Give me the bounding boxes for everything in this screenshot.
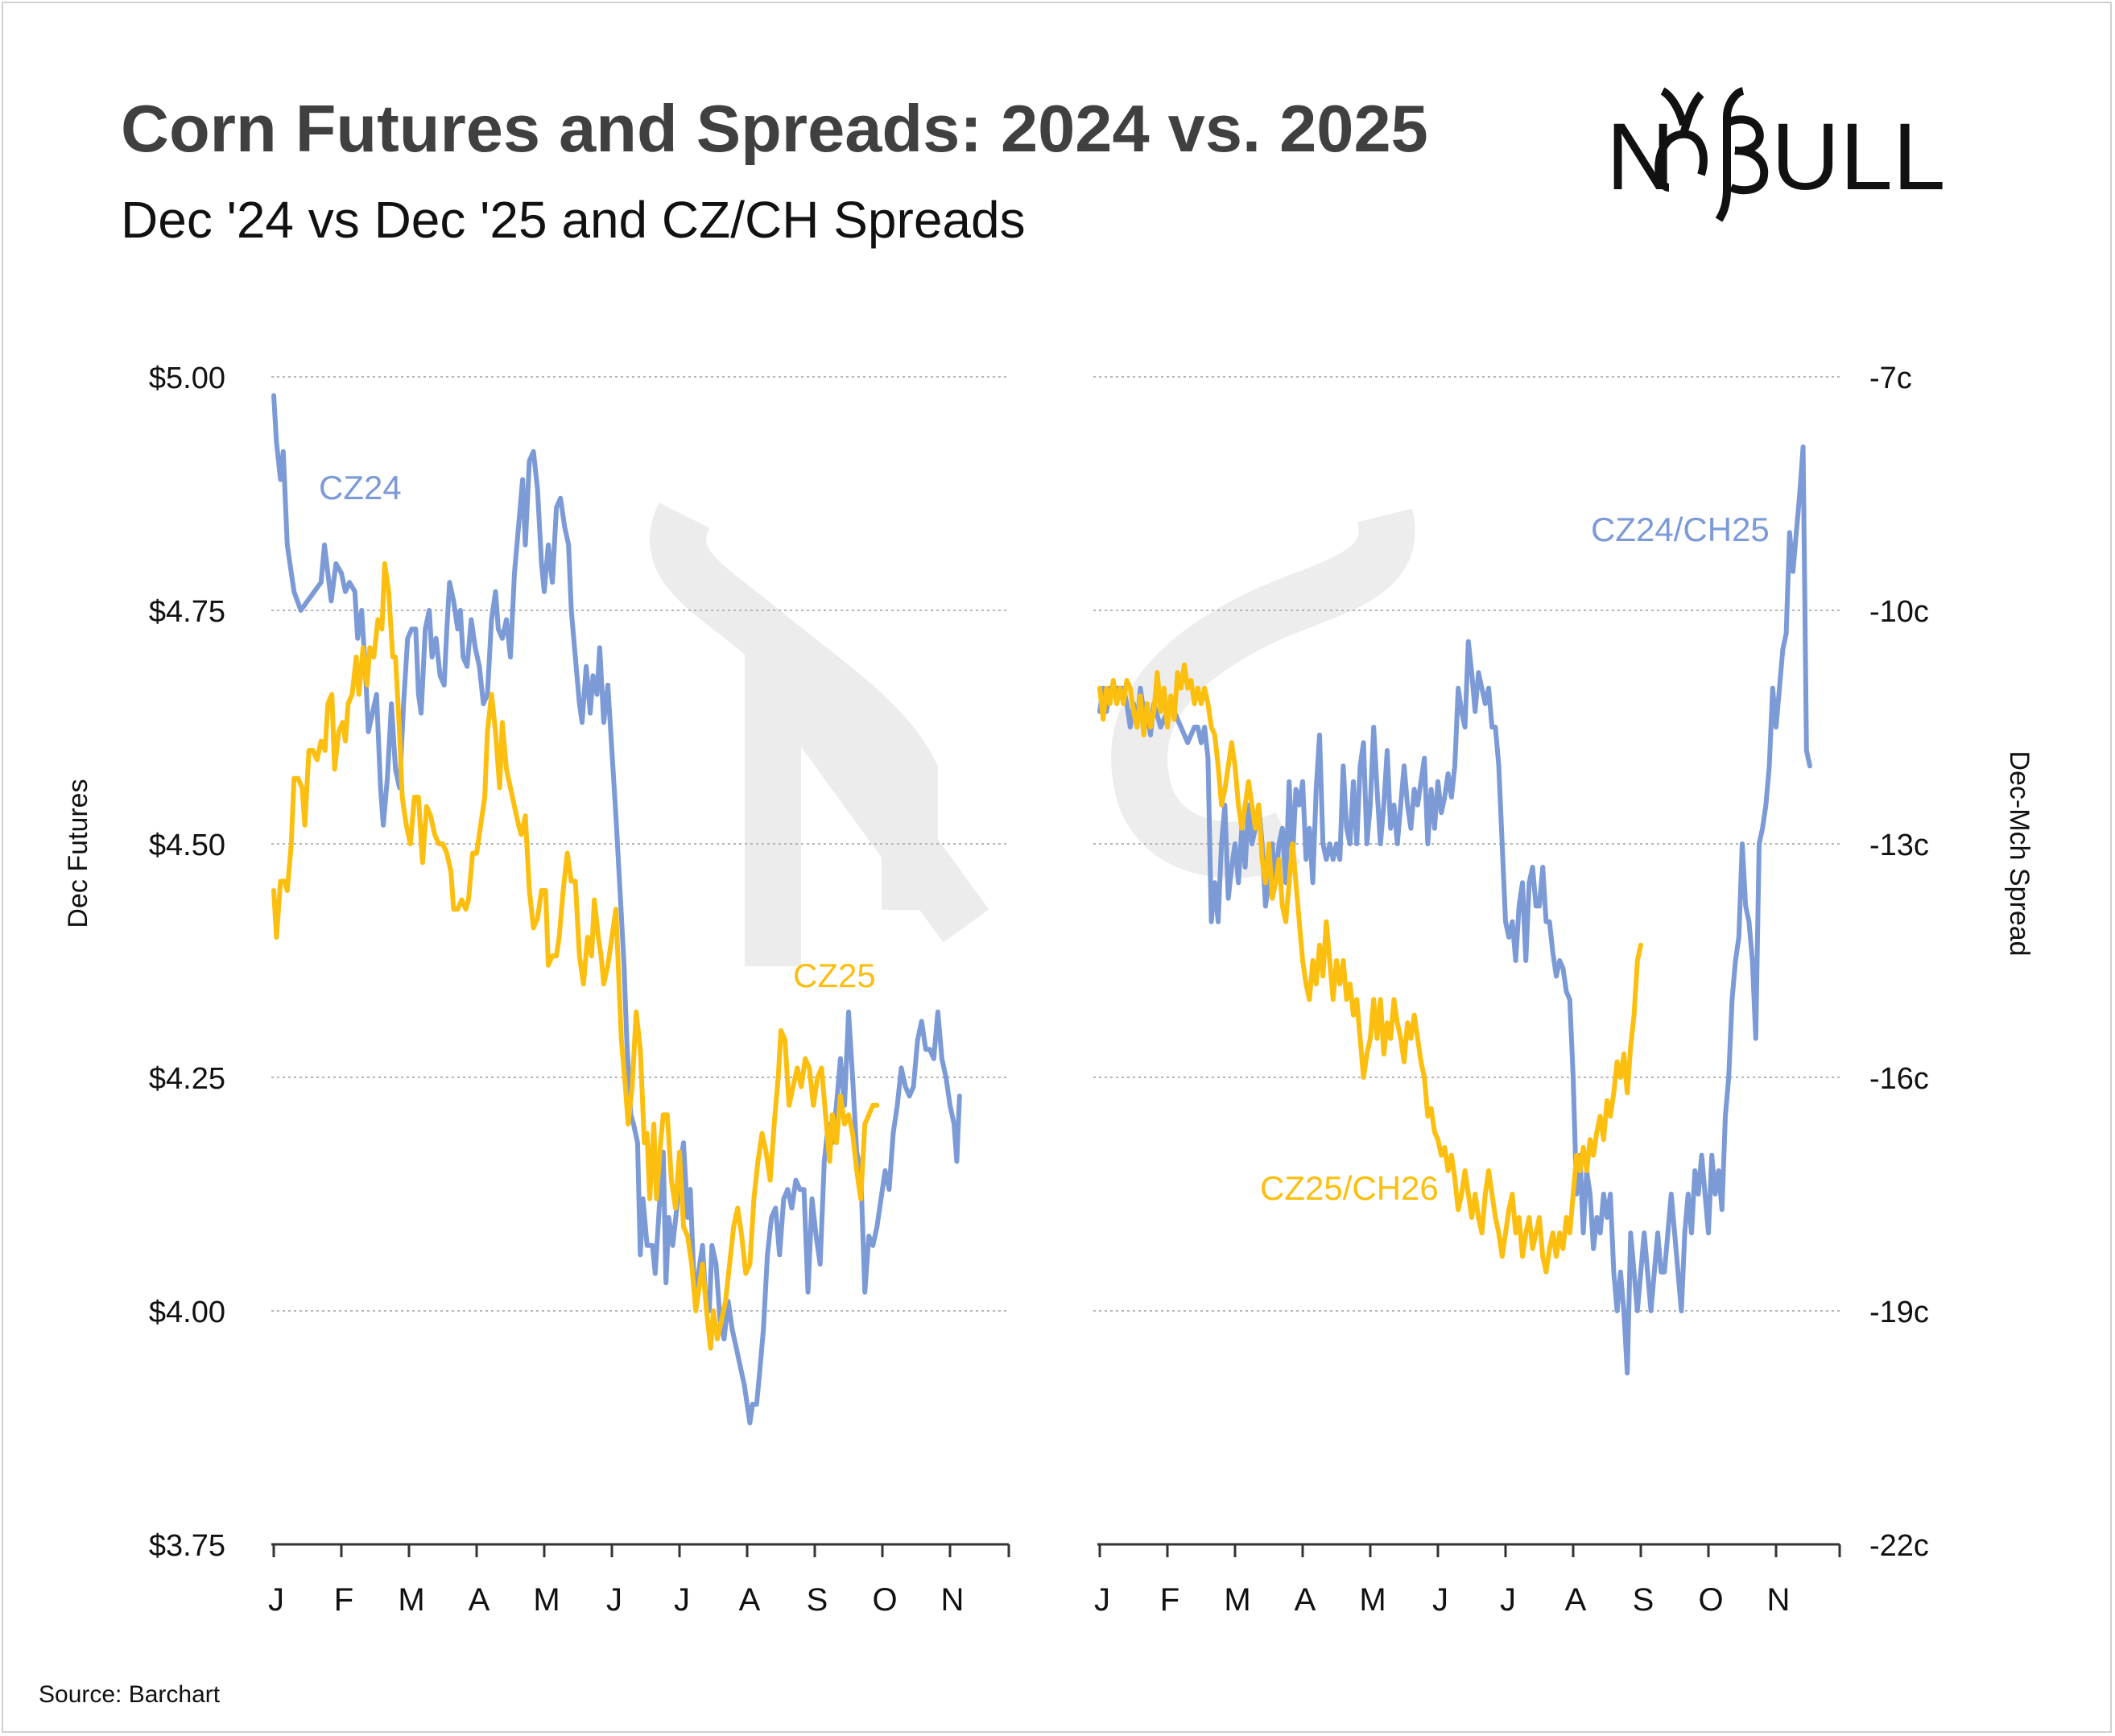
logo-ull: ULL (1771, 104, 1945, 210)
left-x-tick-label: N (941, 1582, 965, 1618)
logo-bull-horns (1654, 87, 1708, 192)
left-y-axis-label: Dec Futures (63, 779, 93, 928)
right-x-tick-label: S (1633, 1582, 1654, 1618)
right-x-tick-label: M (1359, 1582, 1386, 1618)
series-label-cz25: CZ25 (793, 957, 876, 994)
series-label-cz25-ch26: CZ25/CH26 (1260, 1169, 1439, 1207)
chart-title: Corn Futures and Spreads: 2024 vs. 2025 (121, 91, 1428, 166)
left-chart: $5.00 $4.75 $4.50 $4.25 $4.00 $3.75 J F M A M J J A S… (63, 362, 1010, 1618)
right-y-tick-label: -16c (1869, 1062, 1929, 1096)
right-gridlines (1093, 376, 1840, 1312)
left-x-tick-label: O (872, 1582, 897, 1618)
right-x-tick-label: J (1432, 1582, 1448, 1618)
right-y-axis-ticks: -7c -10c -13c -16c -19c -22c (1869, 362, 1929, 1563)
series-label-cz24-ch25: CZ24/CH25 (1591, 510, 1770, 548)
left-x-tick-label: S (807, 1582, 828, 1618)
left-y-tick-label: $4.50 (149, 829, 225, 862)
right-x-tick-label: A (1295, 1582, 1316, 1618)
right-y-tick-label: -7c (1869, 362, 1912, 395)
left-x-tick-label: M (533, 1582, 560, 1618)
right-x-tick-label: F (1160, 1582, 1179, 1618)
left-y-tick-label: $4.25 (149, 1062, 225, 1096)
series-line-cz25-ch26 (1097, 662, 1643, 1275)
right-x-tick-label: J (1094, 1582, 1110, 1618)
left-series-lines (271, 393, 962, 1426)
left-y-tick-label: $4.75 (149, 595, 225, 629)
right-y-tick-label: -10c (1869, 595, 1929, 629)
left-x-tick-label: A (739, 1582, 761, 1618)
left-x-tick-label: M (398, 1582, 424, 1618)
right-x-tick-label: A (1565, 1582, 1587, 1618)
right-y-tick-label: -22c (1869, 1529, 1929, 1563)
left-x-tick-label: F (334, 1582, 353, 1618)
series-line-cz24 (271, 393, 962, 1426)
left-y-tick-label: $3.75 (149, 1529, 225, 1563)
left-x-tick-label: J (606, 1582, 622, 1618)
right-x-tick-label: M (1224, 1582, 1250, 1618)
left-y-tick-label: $5.00 (149, 362, 225, 395)
left-y-axis-ticks: $5.00 $4.75 $4.50 $4.25 $4.00 $3.75 (149, 362, 225, 1563)
right-x-tick-label: J (1500, 1582, 1516, 1618)
right-series-lines (1097, 444, 1812, 1376)
left-x-tick-label: A (469, 1582, 490, 1618)
chart-subtitle: Dec '24 vs Dec '25 and CZ/CH Spreads (121, 191, 1026, 249)
right-chart: -7c -10c -13c -16c -19c -22c J F M A M J J A S O N Dec-… (1093, 362, 2034, 1618)
source-note: Source: Barchart (39, 1681, 221, 1708)
series-line-cz25 (271, 561, 880, 1351)
right-y-tick-label: -13c (1869, 829, 1929, 862)
series-line-cz24-ch25 (1097, 444, 1812, 1376)
left-x-tick-label: J (268, 1582, 284, 1618)
left-y-tick-label: $4.00 (149, 1296, 225, 1329)
logo-b (1715, 87, 1769, 222)
right-y-tick-label: -19c (1869, 1296, 1929, 1329)
right-x-tick-label: N (1767, 1582, 1791, 1618)
right-x-tick-label: O (1698, 1582, 1723, 1618)
left-x-tick-label: J (674, 1582, 690, 1618)
right-y-axis-label: Dec-Mch Spread (2004, 750, 2034, 956)
series-label-cz24: CZ24 (319, 469, 402, 506)
no-bull-logo: N ULL (1606, 87, 1945, 222)
